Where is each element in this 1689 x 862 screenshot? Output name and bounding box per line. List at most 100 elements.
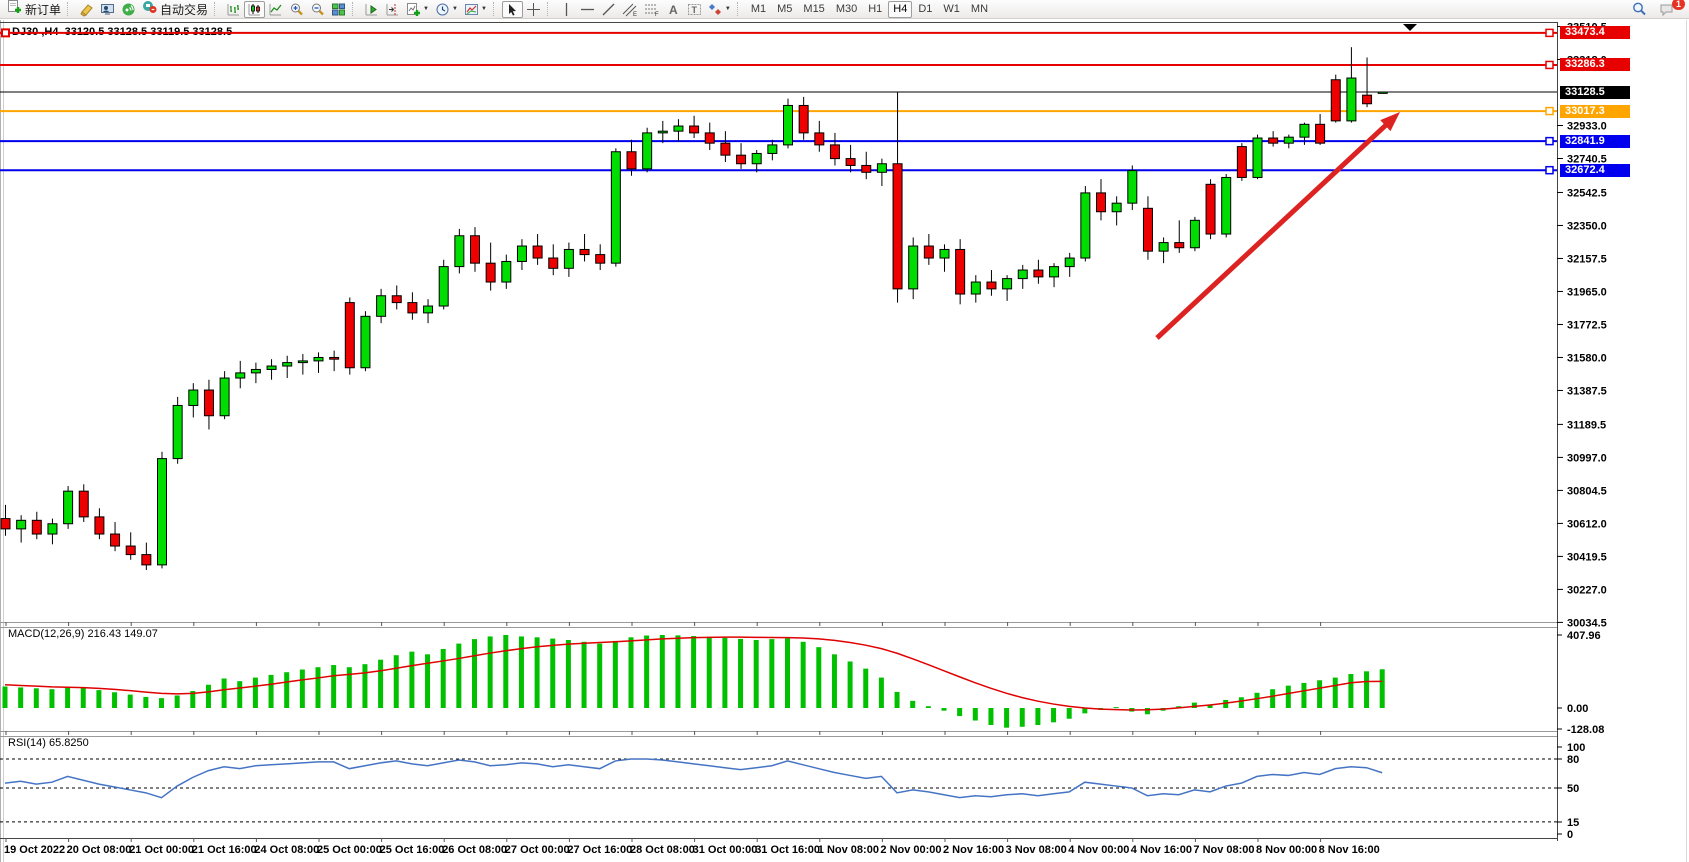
- hline-price-badge: 32841.9: [1560, 134, 1630, 148]
- price-axis-tick: 30997.0: [1567, 452, 1607, 464]
- chart-shift-button[interactable]: [382, 1, 403, 18]
- svg-text:T: T: [691, 5, 697, 15]
- arrows-tool-button[interactable]: ▼: [705, 1, 734, 18]
- candlestick-chart-button[interactable]: [244, 0, 266, 18]
- chart-canvas[interactable]: DJ30 ,H4 33120.5 33128.5 33119.5 33128.5…: [0, 19, 1689, 862]
- search-button[interactable]: [1628, 1, 1650, 18]
- time-axis-label: 24 Oct 08:00: [254, 844, 319, 856]
- hline-price-badge: 33286.3: [1560, 58, 1630, 72]
- time-axis-label: 1 Nov 08:00: [818, 844, 879, 856]
- equidistant-channel-tool-button[interactable]: E: [619, 1, 641, 18]
- market-watch-button[interactable]: [97, 1, 118, 18]
- chevron-down-icon: ▼: [480, 6, 487, 12]
- rsi-axis-label: 15: [1567, 817, 1579, 829]
- new-order-label: 新订单: [25, 2, 62, 17]
- macd-indicator-label: MACD(12,26,9) 216.43 149.07: [8, 628, 158, 640]
- auto-trading-label: 自动交易: [160, 2, 209, 17]
- svg-text:F: F: [655, 12, 659, 17]
- time-axis-label: 8 Nov 00:00: [1256, 844, 1317, 856]
- current-price-badge: 33128.5: [1560, 85, 1630, 99]
- svg-text:E: E: [633, 12, 637, 17]
- time-axis-label: 19 Oct 2022: [4, 844, 65, 856]
- toolbar-separator: [736, 2, 742, 16]
- time-axis-label: 2 Nov 00:00: [880, 844, 941, 856]
- time-axis-label: 25 Oct 00:00: [317, 844, 382, 856]
- rsi-axis-label: 0: [1567, 829, 1573, 841]
- new-order-icon: [7, 0, 22, 19]
- macd-axis-label: -128.08: [1567, 724, 1604, 736]
- tab-timeframe-H4[interactable]: H4: [888, 0, 913, 18]
- tab-timeframe-W1[interactable]: W1: [943, 3, 960, 15]
- time-axis-label: 21 Oct 00:00: [129, 844, 194, 856]
- time-axis-label: 8 Nov 16:00: [1319, 844, 1380, 856]
- zoom-out-button[interactable]: [307, 1, 328, 18]
- crosshair-tool-button[interactable]: [523, 1, 544, 18]
- rsi-axis-label: 80: [1567, 754, 1579, 766]
- time-axis-label: 4 Nov 00:00: [1068, 844, 1129, 856]
- cursor-tool-button[interactable]: [501, 0, 523, 18]
- macd-axis-label: 0.00: [1567, 703, 1588, 715]
- time-axis-label: 26 Oct 08:00: [442, 844, 507, 856]
- bar-chart-button[interactable]: [223, 1, 244, 18]
- price-axis-tick: 32740.5: [1567, 154, 1607, 166]
- new-order-button[interactable]: 新订单: [4, 0, 64, 19]
- price-axis-tick: 32933.0: [1567, 121, 1607, 133]
- tab-timeframe-D1[interactable]: D1: [918, 3, 933, 15]
- auto-trading-button[interactable]: 自动交易: [139, 1, 211, 18]
- tab-timeframe-M15[interactable]: M15: [803, 3, 825, 15]
- hline-price-badge: 33017.3: [1560, 104, 1630, 118]
- chevron-down-icon: ▼: [451, 6, 458, 12]
- tab-timeframe-M1[interactable]: M1: [750, 3, 767, 15]
- time-axis-label: 28 Oct 08:00: [630, 844, 695, 856]
- price-axis-tick: 30034.5: [1567, 617, 1607, 629]
- price-axis-tick: 31965.0: [1567, 286, 1607, 298]
- notification-count-badge: 1: [1671, 0, 1685, 10]
- line-chart-button[interactable]: [265, 1, 286, 18]
- price-axis-tick: 32157.5: [1567, 253, 1607, 265]
- text-label-tool-button[interactable]: T: [684, 1, 705, 18]
- macd-axis-label: 407.96: [1567, 630, 1601, 642]
- horizontal-line-tool-button[interactable]: [577, 1, 598, 18]
- price-axis-tick: 30419.5: [1567, 551, 1607, 563]
- profiles-button[interactable]: ▼: [432, 1, 461, 18]
- price-axis-tick: 32542.5: [1567, 187, 1607, 199]
- toolbar-separator: [214, 2, 219, 16]
- notifications-button[interactable]: 1: [1656, 0, 1685, 18]
- chart-autoscroll-button[interactable]: [361, 1, 382, 18]
- time-axis-label: 27 Oct 00:00: [505, 844, 570, 856]
- time-axis-label: 2 Nov 16:00: [943, 844, 1004, 856]
- price-axis-tick: 32350.0: [1567, 220, 1607, 232]
- time-axis-label: 20 Oct 08:00: [67, 844, 132, 856]
- price-axis-tick: 31772.5: [1567, 319, 1607, 331]
- eraser-button[interactable]: [76, 1, 97, 18]
- price-axis-tick: 31580.0: [1567, 352, 1607, 364]
- templates-button[interactable]: ▼: [461, 1, 490, 18]
- svg-text:A: A: [669, 3, 678, 17]
- auto-trading-icon: [142, 0, 157, 19]
- text-tool-button[interactable]: A: [663, 1, 684, 18]
- tab-timeframe-M5[interactable]: M5: [777, 3, 793, 15]
- zoom-in-button[interactable]: [286, 1, 307, 18]
- price-axis-tick: 31189.5: [1567, 419, 1606, 431]
- time-axis-label: 3 Nov 08:00: [1006, 844, 1067, 856]
- vertical-line-tool-button[interactable]: [556, 1, 577, 18]
- tab-timeframe-MN[interactable]: MN: [970, 3, 989, 15]
- toolbar: 新订单 自动交易 ▼ ▼ ▼ E F A T ▼ M: [0, 0, 1689, 19]
- price-axis-tick: 30227.0: [1567, 584, 1607, 596]
- trendline-tool-button[interactable]: [598, 1, 619, 18]
- time-axis-label: 4 Nov 16:00: [1131, 844, 1192, 856]
- price-axis-tick: 30612.0: [1567, 518, 1607, 530]
- toolbar-separator: [352, 2, 357, 16]
- fibonacci-tool-button[interactable]: F: [641, 1, 663, 18]
- tab-timeframe-H1[interactable]: H1: [868, 3, 883, 15]
- price-axis-tick: 30804.5: [1567, 485, 1607, 497]
- rsi-indicator-label: RSI(14) 65.8250: [8, 737, 89, 749]
- signals-button[interactable]: [118, 1, 139, 18]
- time-axis-label: 21 Oct 16:00: [192, 844, 257, 856]
- tab-timeframe-M30[interactable]: M30: [835, 3, 858, 15]
- tile-windows-button[interactable]: [328, 1, 349, 18]
- hline-price-badge: 32672.4: [1560, 163, 1630, 177]
- new-chart-button[interactable]: ▼: [403, 1, 432, 18]
- rsi-axis-label: 50: [1567, 783, 1579, 795]
